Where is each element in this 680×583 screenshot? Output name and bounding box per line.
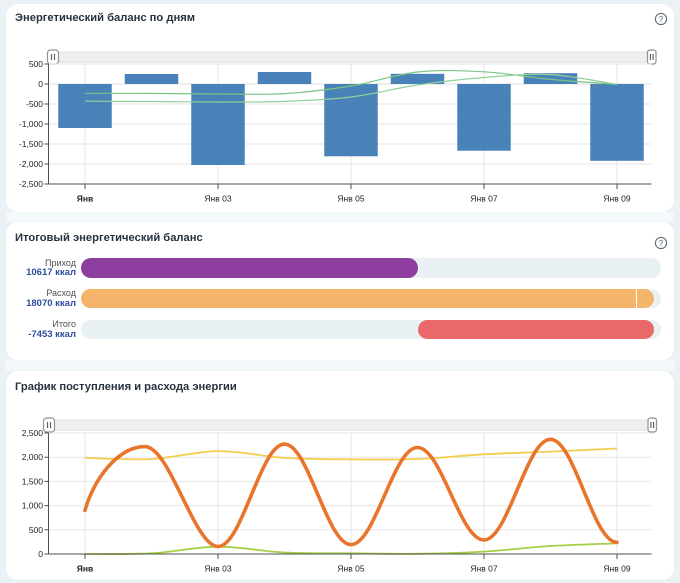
svg-text:Янв 05: Янв 05: [337, 194, 364, 204]
svg-text:2,000: 2,000: [22, 452, 44, 462]
svg-text:-500: -500: [26, 99, 43, 109]
svg-text:-2,000: -2,000: [19, 159, 43, 169]
svg-text:?: ?: [658, 14, 663, 24]
svg-text:Янв 05: Янв 05: [337, 564, 364, 574]
svg-text:1,500: 1,500: [22, 476, 44, 486]
svg-text:Янв: Янв: [77, 564, 93, 574]
svg-text:?: ?: [658, 238, 663, 248]
svg-text:-1,500: -1,500: [19, 139, 43, 149]
svg-text:0: 0: [38, 549, 43, 559]
svg-text:500: 500: [29, 525, 43, 535]
svg-text:Янв: Янв: [77, 194, 93, 204]
svg-text:Янв 09: Янв 09: [603, 564, 630, 574]
svg-text:Янв 03: Янв 03: [204, 194, 231, 204]
svg-text:Янв 07: Янв 07: [470, 564, 497, 574]
svg-text:Янв 07: Янв 07: [470, 194, 497, 204]
svg-text:2,500: 2,500: [22, 428, 44, 438]
svg-text:1,000: 1,000: [22, 501, 44, 511]
svg-text:Янв 03: Янв 03: [204, 564, 231, 574]
svg-text:0: 0: [38, 79, 43, 89]
svg-text:Янв 09: Янв 09: [603, 194, 630, 204]
svg-text:-1,000: -1,000: [19, 119, 43, 129]
svg-text:500: 500: [29, 59, 43, 69]
svg-text:-2,500: -2,500: [19, 179, 43, 189]
